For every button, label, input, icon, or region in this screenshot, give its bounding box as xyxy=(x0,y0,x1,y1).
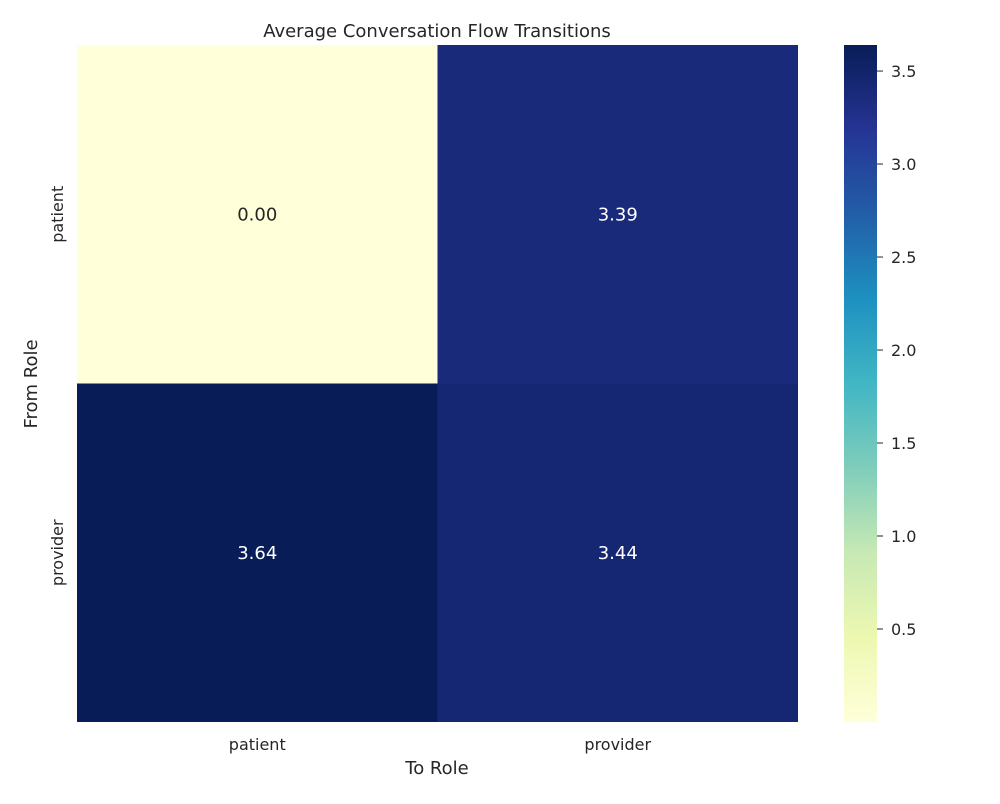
y-axis-ticks: patient provider xyxy=(48,186,67,586)
colorbar-tick-label: 1.5 xyxy=(891,434,916,453)
x-axis-label: To Role xyxy=(404,758,468,779)
colorbar-tick-label: 3.5 xyxy=(891,62,916,81)
colorbar-tick-label: 2.0 xyxy=(891,341,916,360)
x-tick-label: provider xyxy=(584,735,651,754)
cell-value-label: 0.00 xyxy=(237,204,277,225)
heatmap-cell-provider-patient xyxy=(77,383,438,722)
colorbar-tick-label: 3.0 xyxy=(891,155,916,174)
colorbar-tick-label: 2.5 xyxy=(891,248,916,267)
colorbar xyxy=(844,45,877,722)
colorbar-tick-label: 0.5 xyxy=(891,620,916,639)
heatmap-cell-provider-provider xyxy=(437,383,798,722)
y-tick-label: patient xyxy=(48,186,67,243)
chart-title: Average Conversation Flow Transitions xyxy=(263,21,611,42)
x-axis-ticks: patient provider xyxy=(229,735,652,754)
cell-value-label: 3.39 xyxy=(598,204,638,225)
y-axis-label: From Role xyxy=(21,339,42,428)
heatmap-cells xyxy=(77,45,798,722)
y-tick-label: provider xyxy=(48,519,67,586)
heatmap-cell-patient-patient xyxy=(77,45,438,384)
colorbar-tick-label: 1.0 xyxy=(891,527,916,546)
cell-value-label: 3.64 xyxy=(237,543,277,564)
colorbar-ticks: 0.5 1.0 1.5 2.0 2.5 3.0 3.5 xyxy=(877,62,916,639)
heatmap-cell-patient-provider xyxy=(437,45,798,384)
x-tick-label: patient xyxy=(229,735,286,754)
heatmap-cell-labels: 0.00 3.39 3.64 3.44 xyxy=(237,204,638,564)
cell-value-label: 3.44 xyxy=(598,543,638,564)
